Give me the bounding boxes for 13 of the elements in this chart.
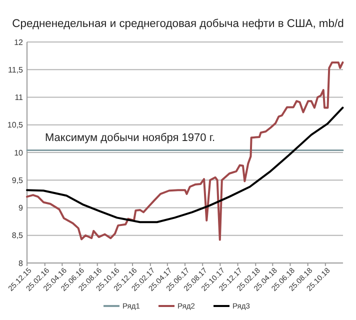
y-tick-label: 9 bbox=[18, 204, 24, 213]
y-tick-label: 12 bbox=[14, 38, 24, 47]
y-tick-label: 9,5 bbox=[12, 176, 24, 185]
y-tick-label: 10 bbox=[14, 148, 24, 158]
y-tick-label: 8 bbox=[18, 258, 24, 268]
y-tick-label: 10,5 bbox=[7, 120, 24, 130]
y-tick-label: 11,5 bbox=[8, 65, 24, 74]
line-series bbox=[26, 61, 344, 241]
annotation: Максимум добычи ноября 1970 г. bbox=[45, 132, 216, 144]
line-series bbox=[26, 106, 344, 224]
y-tick-label: 11 bbox=[14, 93, 24, 102]
chart-title: Средненедельная и среднегодовая добыча нефти в США, mb/d bbox=[12, 18, 344, 30]
y-tick-label: 8,5 bbox=[12, 231, 24, 240]
